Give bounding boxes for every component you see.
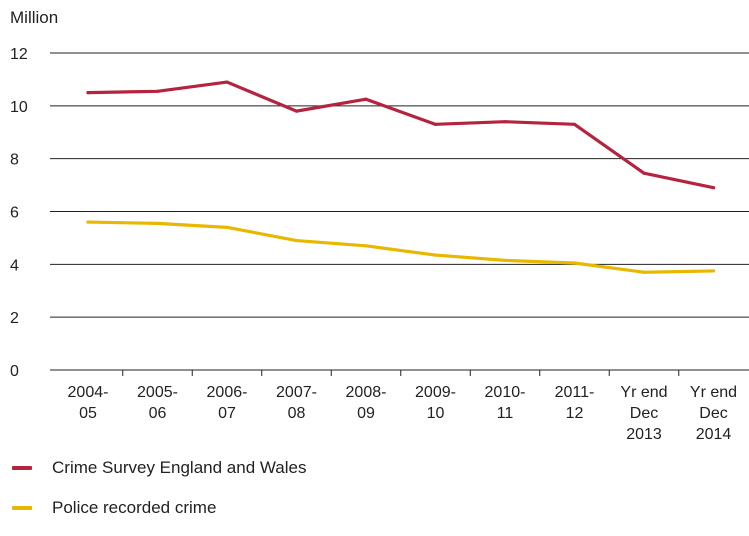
x-tick-label: 09 bbox=[357, 405, 375, 422]
series-lines bbox=[86, 80, 716, 274]
y-tick-label: 8 bbox=[10, 152, 19, 169]
data-point bbox=[225, 80, 229, 84]
x-tick-label: Dec bbox=[630, 405, 658, 422]
legend-item-police-recorded: Police recorded crime bbox=[12, 496, 307, 520]
x-tick-label: 2011- bbox=[555, 384, 595, 401]
x-tick-label: 05 bbox=[79, 405, 97, 422]
data-point bbox=[503, 120, 507, 124]
legend-label: Police recorded crime bbox=[52, 498, 217, 517]
x-tick-label: 2009- bbox=[415, 384, 456, 401]
data-point bbox=[294, 109, 299, 113]
data-point bbox=[225, 225, 229, 229]
x-tick-label: 2005- bbox=[137, 384, 178, 401]
data-point bbox=[86, 220, 90, 224]
x-tick-label: 2006- bbox=[207, 384, 248, 401]
x-tick-label: Yr end bbox=[690, 384, 737, 401]
data-point bbox=[642, 171, 646, 175]
x-tick-label: 12 bbox=[566, 405, 584, 422]
y-tick-label: 4 bbox=[10, 257, 19, 274]
legend-swatch bbox=[12, 466, 32, 470]
x-tick-label: 11 bbox=[497, 405, 514, 422]
data-point bbox=[364, 244, 368, 248]
gridlines bbox=[50, 52, 749, 371]
x-tick-label: 07 bbox=[218, 405, 236, 422]
data-point bbox=[155, 89, 160, 93]
y-tick-label: 12 bbox=[10, 46, 28, 63]
data-point bbox=[433, 122, 438, 126]
x-tick-label: Yr end bbox=[620, 384, 667, 401]
x-tick-label: 10 bbox=[427, 405, 445, 422]
series-line-1 bbox=[86, 220, 716, 274]
x-tick-label: 2004- bbox=[68, 384, 109, 401]
data-point bbox=[364, 97, 368, 101]
x-tick-label: 2013 bbox=[626, 426, 662, 443]
x-tick-label: 06 bbox=[149, 405, 167, 422]
x-tick-label: Dec bbox=[699, 405, 727, 422]
y-tick-label: 6 bbox=[10, 205, 19, 222]
data-point bbox=[711, 269, 716, 273]
data-point bbox=[642, 270, 646, 274]
legend-item-crime-survey: Crime Survey England and Wales bbox=[12, 456, 307, 480]
data-point bbox=[294, 238, 299, 243]
legend-label: Crime Survey England and Wales bbox=[52, 458, 307, 477]
y-tick-label: 0 bbox=[10, 363, 19, 380]
data-point bbox=[86, 91, 90, 95]
series-line-0 bbox=[86, 80, 716, 190]
x-axis-ticks: 2004- 05 2005- 06 2006- 07 2007- 08 2008- 09 2009-… bbox=[68, 370, 737, 443]
x-tick-label: 2007- bbox=[276, 384, 317, 401]
data-point bbox=[433, 253, 438, 257]
data-point bbox=[503, 258, 507, 262]
x-tick-label: 2008- bbox=[346, 384, 387, 401]
data-point bbox=[572, 122, 577, 126]
legend-swatch bbox=[12, 506, 32, 510]
y-tick-label: 10 bbox=[10, 99, 28, 116]
data-point bbox=[572, 261, 577, 265]
x-tick-label: 08 bbox=[288, 405, 306, 422]
data-point bbox=[155, 221, 160, 225]
y-tick-label: 2 bbox=[10, 310, 19, 327]
x-tick-label: 2010- bbox=[485, 384, 526, 401]
y-axis-unit-label: Million bbox=[10, 8, 59, 27]
x-tick-label: 2014 bbox=[696, 426, 732, 443]
y-axis-ticks: 0 2 4 6 8 10 12 bbox=[10, 46, 28, 380]
legend: Crime Survey England and Wales Police re… bbox=[12, 456, 307, 536]
data-point bbox=[711, 186, 716, 190]
